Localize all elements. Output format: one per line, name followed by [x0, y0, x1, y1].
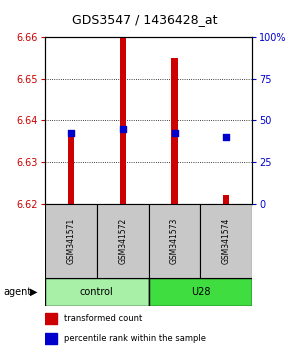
Point: [68, 130, 73, 136]
Bar: [45, 278, 148, 306]
Text: percentile rank within the sample: percentile rank within the sample: [64, 334, 206, 343]
Point: [224, 134, 229, 140]
Bar: [148, 204, 200, 278]
Bar: [119, 37, 126, 204]
Bar: [45, 204, 97, 278]
Point: [120, 126, 125, 131]
Text: GSM341571: GSM341571: [66, 218, 75, 264]
Text: U28: U28: [191, 287, 210, 297]
Point: [172, 130, 177, 136]
Bar: [97, 204, 148, 278]
Text: GSM341574: GSM341574: [222, 217, 231, 264]
Bar: [171, 58, 178, 204]
Bar: [223, 195, 229, 204]
Text: GDS3547 / 1436428_at: GDS3547 / 1436428_at: [72, 13, 218, 26]
Text: control: control: [80, 287, 114, 297]
Bar: [45, 313, 57, 324]
Text: GSM341572: GSM341572: [118, 218, 127, 264]
Bar: [200, 204, 252, 278]
Text: transformed count: transformed count: [64, 314, 142, 323]
Text: GSM341573: GSM341573: [170, 217, 179, 264]
Bar: [68, 133, 74, 204]
Text: agent: agent: [3, 287, 31, 297]
Bar: [45, 333, 57, 344]
Text: ▶: ▶: [30, 287, 37, 297]
Bar: [148, 278, 252, 306]
